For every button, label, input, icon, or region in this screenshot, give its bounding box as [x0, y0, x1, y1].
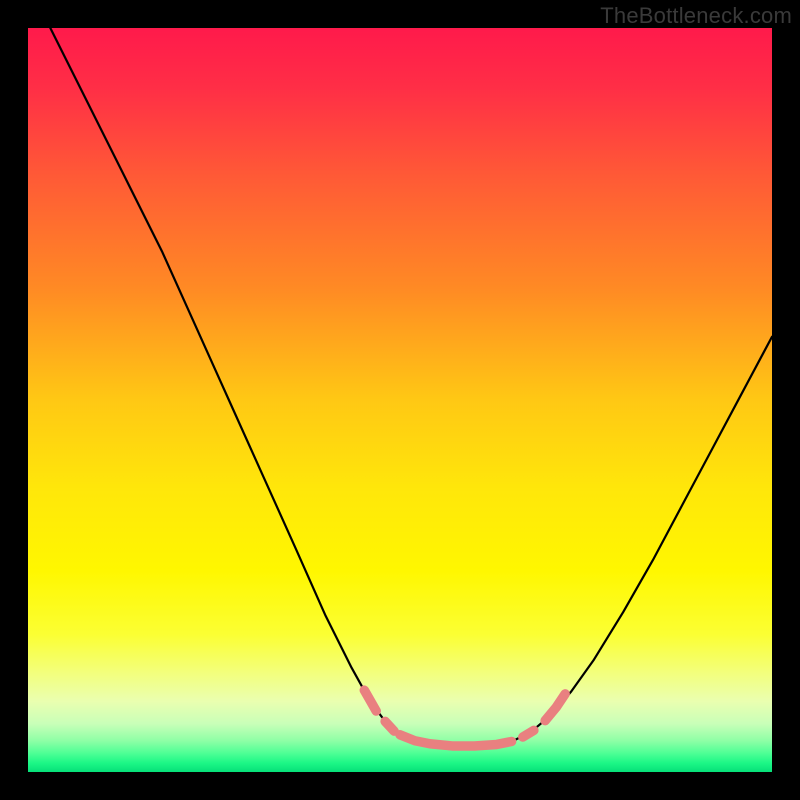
- watermark-text: TheBottleneck.com: [600, 3, 792, 29]
- chart-frame: TheBottleneck.com: [0, 0, 800, 800]
- plot-background: [28, 28, 772, 772]
- marker-segment: [523, 730, 534, 737]
- marker-segment: [385, 721, 394, 731]
- bottleneck-chart: [0, 0, 800, 800]
